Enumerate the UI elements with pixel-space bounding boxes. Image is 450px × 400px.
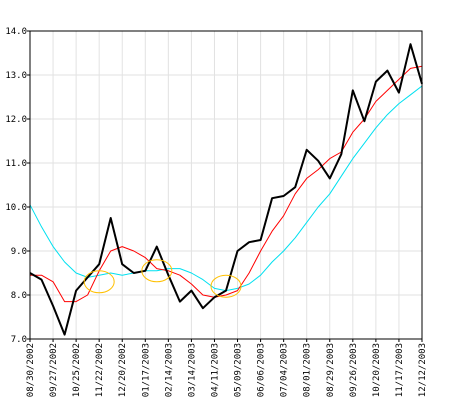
y-axis: 7.0 8.0 9.0 10.0 11.0 12.0 13.0 14.0: [5, 27, 30, 345]
series-line-2: [30, 65, 423, 303]
x-tick-label: 12/20/2002: [118, 343, 128, 397]
x-tick-label: 09/26/2003: [349, 343, 359, 397]
x-tick-label: 02/14/2003: [164, 343, 174, 397]
x-tick-label: 09/27/2002: [49, 343, 59, 397]
x-tick-label: 08/01/2003: [303, 343, 313, 397]
chart-grid: [29, 30, 423, 340]
y-tick-label: 13.0: [5, 71, 27, 81]
x-tick-label: 10/20/2003: [372, 343, 382, 397]
x-tick-label: 04/11/2003: [210, 343, 220, 397]
highlight-ellipse-2: [141, 259, 173, 283]
y-tick-label: 7.0: [11, 335, 27, 345]
x-tick-label: 06/06/2003: [257, 343, 267, 397]
x-tick-label: 01/17/2003: [141, 343, 151, 397]
x-tick-label: 08/30/2002: [26, 343, 36, 397]
x-axis: 08/30/2002 09/27/2002 10/25/2002 11/22/2002…: [26, 339, 428, 397]
x-tick-label: 12/12/2003: [418, 343, 428, 397]
highlight-ellipse-1: [83, 270, 115, 294]
y-tick-label: 10.0: [5, 203, 27, 213]
chart-annotations: [83, 259, 242, 298]
x-tick-label: 03/14/2003: [187, 343, 197, 397]
y-tick-label: 8.0: [11, 291, 27, 301]
x-tick-label: 10/25/2002: [72, 343, 82, 397]
plot-frame: [29, 30, 423, 340]
series-line-1: [29, 43, 423, 336]
y-tick-label: 14.0: [5, 27, 27, 37]
chart-series: [29, 43, 423, 336]
x-tick-label: 05/09/2003: [234, 343, 244, 397]
x-tick-label: 07/04/2003: [280, 343, 290, 397]
y-tick-label: 11.0: [5, 159, 27, 169]
x-tick-label: 08/29/2003: [326, 343, 336, 397]
y-tick-label: 12.0: [5, 115, 27, 125]
x-tick-label: 11/22/2002: [95, 343, 105, 397]
highlight-ellipse-3: [210, 274, 242, 298]
y-tick-label: 9.0: [11, 247, 27, 257]
x-tick-label: 11/17/2003: [395, 343, 405, 397]
